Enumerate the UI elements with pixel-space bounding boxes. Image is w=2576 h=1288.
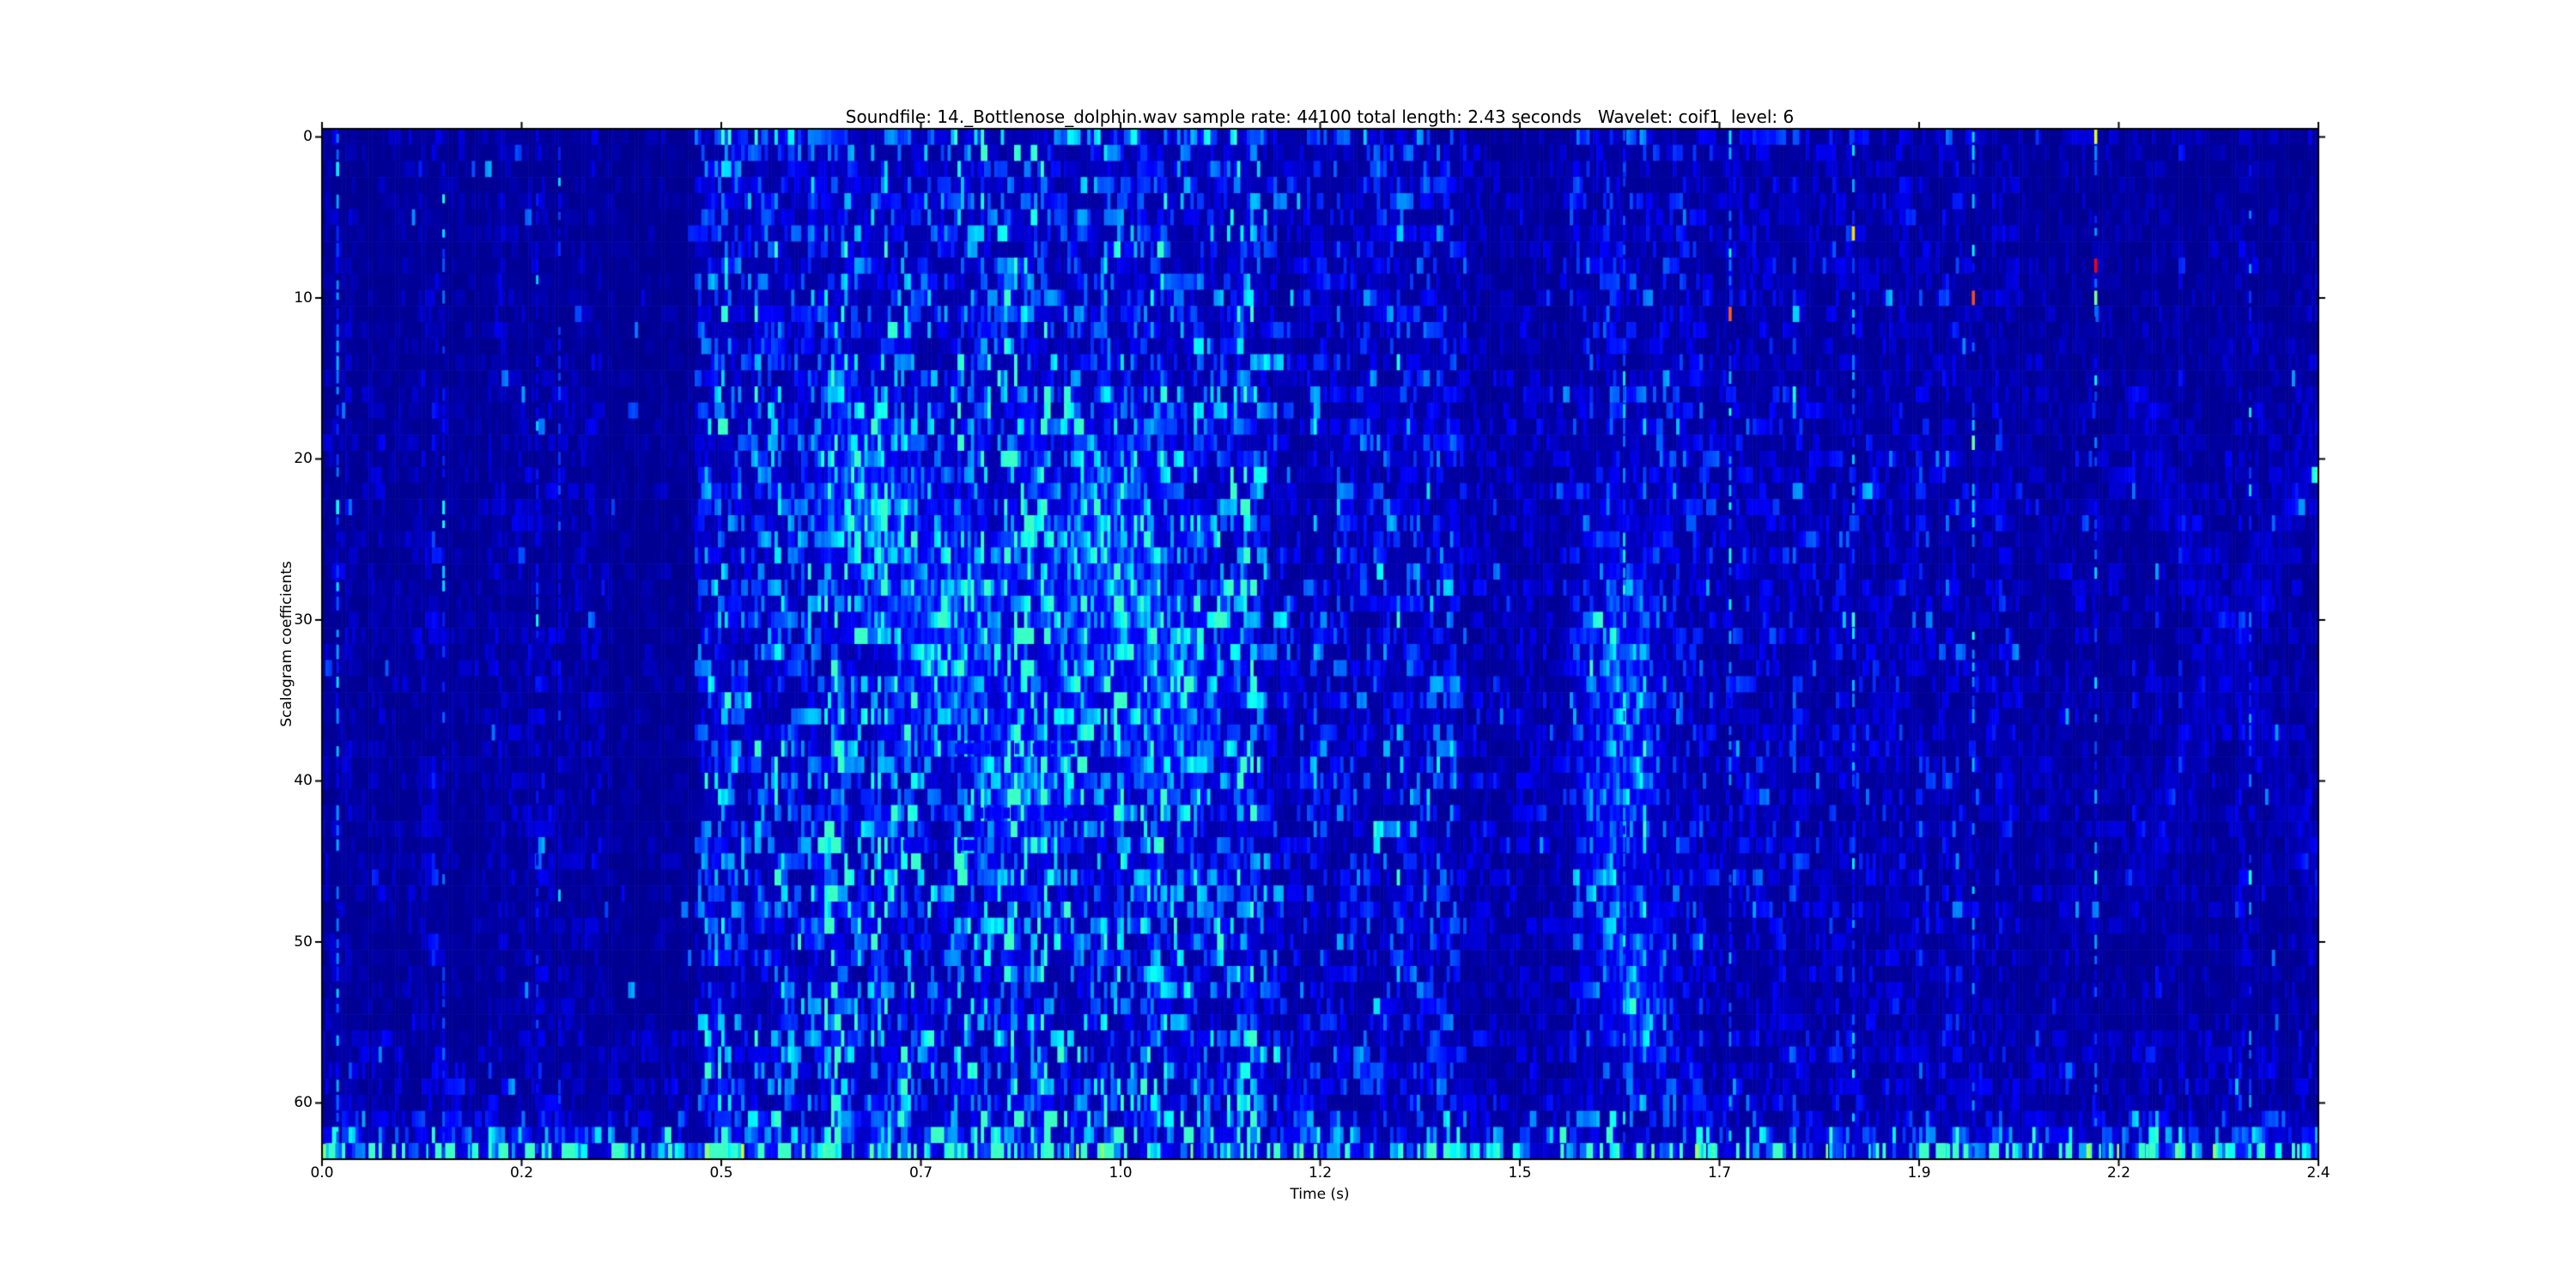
x-tick-label: 1.7: [1707, 1164, 1732, 1182]
y-tick-label: 0: [303, 128, 313, 146]
x-tick-label: 0.5: [709, 1164, 733, 1182]
y-tick-label: 40: [294, 772, 313, 790]
y-tick-label: 50: [294, 933, 313, 951]
y-tick-label: 20: [294, 450, 313, 468]
x-tick-label: 1.9: [1907, 1164, 1931, 1182]
x-tick-label: 0.0: [310, 1164, 334, 1182]
x-tick-label: 2.4: [2306, 1164, 2330, 1182]
y-tick-label: 60: [294, 1094, 313, 1112]
y-axis-label: Scalogram coefficients: [278, 561, 295, 727]
plot-title: Soundfile: 14._Bottlenose_dolphin.wav sa…: [845, 106, 1795, 127]
x-tick-label: 0.7: [908, 1164, 933, 1182]
x-axis-label: Time (s): [1290, 1186, 1350, 1203]
y-tick-label: 10: [294, 289, 313, 307]
x-tick-label: 0.2: [509, 1164, 534, 1182]
x-tick-label: 1.5: [1508, 1164, 1532, 1182]
y-tick-label: 30: [294, 611, 313, 629]
x-tick-label: 2.2: [2106, 1164, 2131, 1182]
x-tick-label: 1.2: [1308, 1164, 1333, 1182]
x-tick-label: 1.0: [1109, 1164, 1133, 1182]
